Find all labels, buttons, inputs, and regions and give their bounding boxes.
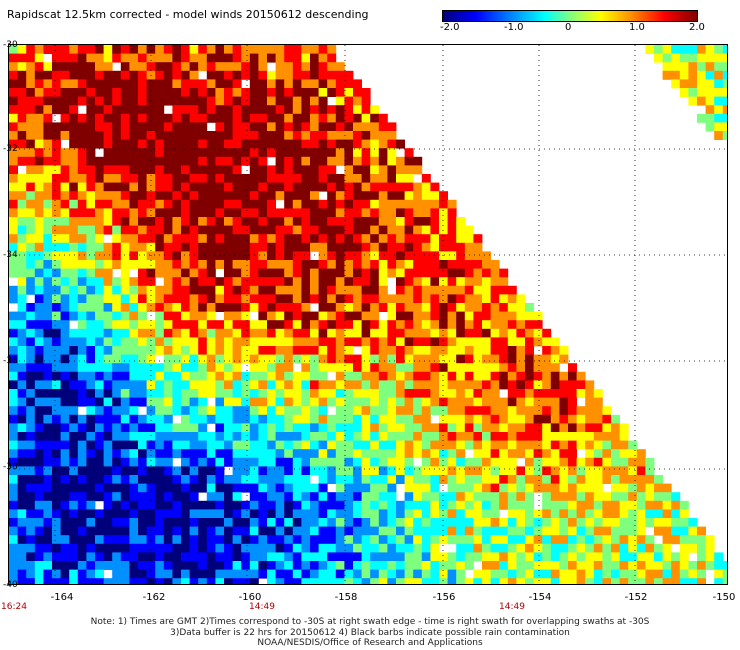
lon-label: -158 xyxy=(334,592,358,603)
time-label: 16:24 xyxy=(1,602,27,612)
lon-label: -162 xyxy=(142,592,166,603)
map-title: Rapidscat 12.5km corrected - model winds… xyxy=(7,8,369,21)
lon-label: -150 xyxy=(712,592,736,603)
footnote-line: Note: 1) Times are GMT 2)Times correspon… xyxy=(90,617,650,627)
lat-label: -34 xyxy=(3,250,18,260)
footnote-line: NOAA/NESDIS/Office of Research and Appli… xyxy=(257,638,483,648)
colorbar-tick: -1.0 xyxy=(504,22,524,33)
footnote-line: 3)Data buffer is 22 hrs for 20150612 4) … xyxy=(170,627,570,638)
colorbar xyxy=(442,10,698,22)
wind-difference-map xyxy=(9,45,732,588)
colorbar-tick: 2.0 xyxy=(689,22,705,33)
lat-label: -30 xyxy=(3,40,18,50)
colorbar-tick: -2.0 xyxy=(440,22,460,33)
lon-label: -154 xyxy=(528,592,552,603)
colorbar-tick: 0 xyxy=(565,22,572,33)
time-label: 14:49 xyxy=(499,602,525,612)
footnote: Note: 1) Times are GMT 2)Times correspon… xyxy=(0,617,740,649)
lat-label: -38 xyxy=(3,462,18,472)
lat-label: -36 xyxy=(3,356,18,366)
lon-label: -152 xyxy=(624,592,648,603)
colorbar-tick: 1.0 xyxy=(629,22,645,33)
map-plot-area xyxy=(8,44,732,588)
lat-label: -40 xyxy=(3,580,18,590)
time-label: 14:49 xyxy=(249,602,275,612)
lon-label: -164 xyxy=(50,592,74,603)
lon-label: -160 xyxy=(238,592,262,603)
lat-label: -32 xyxy=(3,144,18,154)
lon-label: -156 xyxy=(432,592,456,603)
